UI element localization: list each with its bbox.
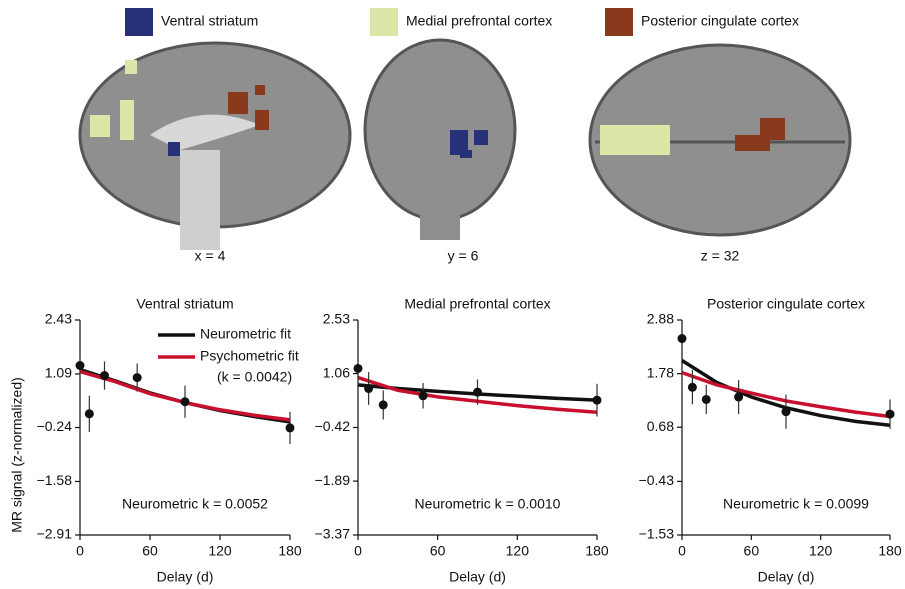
y-tick-label: −3.37 bbox=[315, 526, 351, 542]
data-point bbox=[782, 407, 791, 416]
legend-label: Psychometric fit bbox=[200, 348, 299, 364]
data-point bbox=[286, 423, 295, 432]
y-tick-label: −2.91 bbox=[37, 526, 73, 542]
y-tick-label: 1.06 bbox=[323, 364, 350, 380]
legend-label: Posterior cingulate cortex bbox=[641, 13, 799, 29]
data-point bbox=[85, 409, 94, 418]
x-tick-label: 180 bbox=[585, 543, 609, 559]
data-point bbox=[354, 364, 363, 373]
x-tick-label: 0 bbox=[76, 543, 84, 559]
x-tick-label: 60 bbox=[744, 543, 760, 559]
y-tick-label: 0.68 bbox=[647, 418, 674, 434]
x-tick-label: 0 bbox=[678, 543, 686, 559]
legend-swatch bbox=[125, 8, 153, 36]
data-point bbox=[702, 395, 711, 404]
y-tick-label: −1.53 bbox=[639, 526, 675, 542]
data-point bbox=[133, 373, 142, 382]
data-point bbox=[473, 388, 482, 397]
legend-swatch bbox=[370, 8, 398, 36]
data-point bbox=[181, 397, 190, 406]
data-point bbox=[734, 393, 743, 402]
x-tick-label: 60 bbox=[430, 543, 446, 559]
y-tick-label: −1.89 bbox=[315, 472, 351, 488]
data-point bbox=[379, 400, 388, 409]
brain-images bbox=[80, 40, 850, 250]
x-tick-label: 120 bbox=[208, 543, 232, 559]
x-tick-label: 180 bbox=[878, 543, 902, 559]
x-tick-label: 60 bbox=[142, 543, 158, 559]
annotation: Neurometric k = 0.0099 bbox=[723, 496, 869, 512]
chart-title: Posterior cingulate cortex bbox=[707, 296, 865, 312]
data-point bbox=[593, 396, 602, 405]
y-axis-label: MR signal (z-normalized) bbox=[9, 377, 25, 533]
x-tick-label: 180 bbox=[278, 543, 302, 559]
data-point bbox=[886, 410, 895, 419]
legend-label: Neurometric fit bbox=[200, 326, 291, 342]
slice-coordinate: z = 32 bbox=[701, 248, 740, 264]
y-tick-label: 2.53 bbox=[323, 311, 350, 327]
x-tick-label: 0 bbox=[354, 543, 362, 559]
slice-coordinate: y = 6 bbox=[448, 248, 479, 264]
legend-label: Medial prefrontal cortex bbox=[406, 13, 552, 29]
chart-title: Ventral striatum bbox=[136, 296, 233, 312]
chart-title: Medial prefrontal cortex bbox=[404, 296, 550, 312]
data-point bbox=[419, 391, 428, 400]
slice-coordinate: x = 4 bbox=[195, 248, 226, 264]
figure: MR signal (z-normalized) Ventral striatu… bbox=[0, 0, 905, 589]
y-tick-label: −1.58 bbox=[37, 472, 73, 488]
data-point bbox=[76, 361, 85, 370]
brainstem bbox=[180, 150, 220, 250]
y-tick-label: 1.78 bbox=[647, 364, 674, 380]
y-tick-label: 2.88 bbox=[647, 311, 674, 327]
annotation: Neurometric k = 0.0010 bbox=[415, 496, 561, 512]
y-tick-label: 2.43 bbox=[45, 311, 72, 327]
x-axis-label: Delay (d) bbox=[449, 569, 506, 585]
coronal-stem bbox=[420, 180, 460, 240]
y-tick-label: −0.24 bbox=[37, 418, 73, 434]
legend-note: (k = 0.0042) bbox=[217, 369, 292, 385]
data-point bbox=[688, 383, 697, 392]
y-tick-label: 1.09 bbox=[45, 365, 72, 381]
y-tick-label: −0.43 bbox=[639, 472, 675, 488]
annotation: Neurometric k = 0.0052 bbox=[122, 496, 268, 512]
x-axis-label: Delay (d) bbox=[758, 569, 815, 585]
data-point bbox=[364, 384, 373, 393]
data-point bbox=[100, 371, 109, 380]
x-axis-label: Delay (d) bbox=[157, 569, 214, 585]
y-tick-label: −0.42 bbox=[315, 418, 351, 434]
x-tick-label: 120 bbox=[506, 543, 530, 559]
x-tick-label: 120 bbox=[809, 543, 833, 559]
legend-swatch bbox=[605, 8, 633, 36]
legend-label: Ventral striatum bbox=[161, 13, 258, 29]
data-point bbox=[678, 334, 687, 343]
